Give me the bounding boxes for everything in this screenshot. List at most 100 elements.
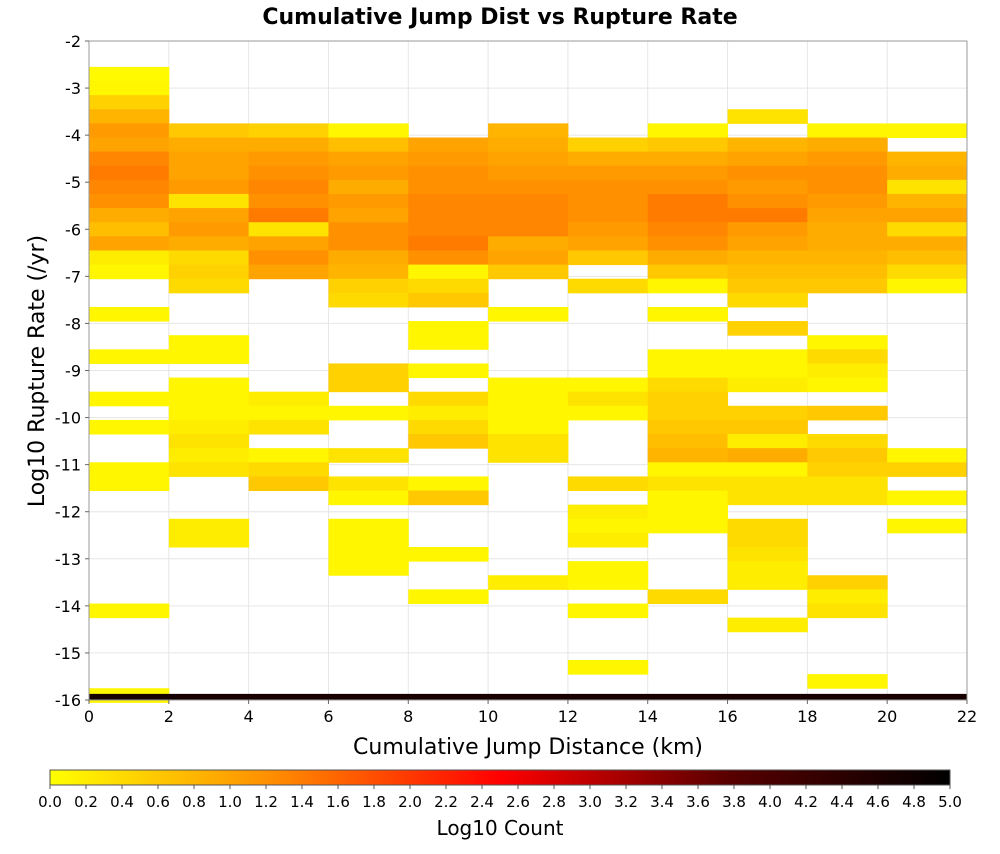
heatmap-cell: [248, 236, 329, 251]
heatmap-cell: [248, 165, 329, 181]
heatmap-cell: [887, 490, 968, 506]
colorbar-tick-label: 2.4: [470, 793, 494, 811]
heatmap-cell: [727, 193, 808, 209]
heatmap-cell: [328, 179, 409, 195]
x-tick-label: 6: [323, 707, 333, 726]
heatmap-cell: [168, 264, 250, 280]
heatmap-cell: [807, 405, 888, 421]
heatmap-cell: [168, 193, 250, 209]
heatmap-cell: [248, 193, 329, 209]
heatmap-cell: [727, 561, 808, 576]
heatmap-cell: [89, 95, 170, 110]
heatmap-cell: [807, 250, 888, 266]
heatmap-cell: [807, 137, 888, 153]
heatmap-cell: [807, 674, 888, 689]
heatmap-cell: [647, 363, 729, 379]
heatmap-cell: [89, 109, 170, 124]
heatmap-cell: [647, 462, 729, 477]
heatmap-cell: [807, 603, 888, 619]
heatmap-cell: [807, 278, 888, 294]
y-tick-label: -5: [65, 173, 81, 192]
heatmap-cell: [168, 151, 250, 167]
heatmap-cell: [408, 321, 489, 336]
heatmap-cell: [248, 137, 329, 153]
heatmap-cell: [408, 589, 489, 605]
heatmap-cell: [647, 151, 729, 167]
x-tick-label: 22: [957, 707, 977, 726]
heatmap-cell: [727, 222, 808, 237]
heatmap-cell: [727, 137, 808, 153]
colorbar-tick-label: 0.0: [38, 793, 62, 811]
heatmap-cell: [408, 391, 489, 407]
heatmap-cell: [408, 222, 489, 237]
heatmap-cell: [488, 405, 569, 421]
heatmap-cell: [168, 208, 250, 223]
heatmap-cell: [567, 250, 649, 266]
x-tick-label: 0: [84, 707, 94, 726]
heatmap-cell: [567, 137, 649, 153]
x-tick-label: 18: [797, 707, 817, 726]
heatmap-cell: [647, 193, 729, 209]
heatmap-cell: [328, 208, 409, 223]
heatmap-cell: [887, 222, 968, 237]
y-tick-label: -8: [65, 314, 81, 333]
heatmap-cell: [887, 123, 968, 138]
heatmap-cell: [89, 179, 170, 195]
heatmap-cell: [408, 151, 489, 167]
heatmap-cell: [727, 462, 808, 477]
heatmap-cell: [647, 123, 729, 138]
heatmap-cell: [408, 137, 489, 153]
heatmap-cell: [567, 179, 649, 195]
heatmap-cell: [168, 462, 250, 477]
heatmap-cell: [727, 518, 808, 534]
heatmap-cell: [647, 250, 729, 266]
heatmap-cell: [887, 448, 968, 463]
heatmap-cell: [887, 278, 968, 294]
heatmap-cell: [168, 278, 250, 294]
heatmap-cell: [567, 561, 649, 576]
heatmap-cell: [248, 264, 329, 280]
heatmap-cell: [887, 693, 968, 701]
x-tick-label: 12: [558, 707, 578, 726]
colorbar-tick-label: 3.8: [722, 793, 746, 811]
heatmap-cell: [567, 165, 649, 181]
heatmap-cell: [647, 179, 729, 195]
heatmap-cell: [89, 264, 170, 280]
heatmap-cell: [89, 165, 170, 181]
heatmap-cell: [887, 250, 968, 266]
heatmap-cell: [89, 193, 170, 209]
heatmap-cell: [727, 363, 808, 379]
heatmap-cell: [727, 547, 808, 562]
y-tick-label: -16: [55, 691, 81, 710]
heatmap-cell: [807, 589, 888, 605]
heatmap-cell: [647, 518, 729, 534]
heatmap-cell: [727, 532, 808, 548]
heatmap-cell: [328, 250, 409, 266]
heatmap-cell: [168, 532, 250, 548]
heatmap-cell: [488, 236, 569, 251]
heatmap-cell: [807, 193, 888, 209]
chart-title: Cumulative Jump Dist vs Rupture Rate: [262, 5, 737, 30]
colorbar-tick-label: 4.0: [758, 793, 782, 811]
heatmap-cell: [488, 222, 569, 237]
heatmap-cell: [328, 547, 409, 562]
heatmap-cell: [408, 264, 489, 280]
colorbar-tick-label: 1.2: [254, 793, 278, 811]
colorbar-tick-label: 4.8: [902, 793, 926, 811]
colorbar-tick-label: 1.4: [290, 793, 314, 811]
heatmap-cell: [168, 693, 250, 701]
heatmap-cell: [488, 575, 569, 590]
heatmap-cell: [807, 349, 888, 364]
y-tick-label: -13: [55, 550, 81, 569]
heatmap-cell: [168, 137, 250, 153]
heatmap-cell: [328, 151, 409, 167]
heatmap-cell: [488, 264, 569, 280]
heatmap-cell: [89, 208, 170, 223]
heatmap-cell: [647, 165, 729, 181]
heatmap-cell: [488, 434, 569, 449]
heatmap-cell: [727, 377, 808, 393]
heatmap-cell: [727, 476, 808, 492]
heatmap-cell: [567, 532, 649, 548]
heatmap-cell: [647, 476, 729, 492]
heatmap-cell: [807, 448, 888, 463]
